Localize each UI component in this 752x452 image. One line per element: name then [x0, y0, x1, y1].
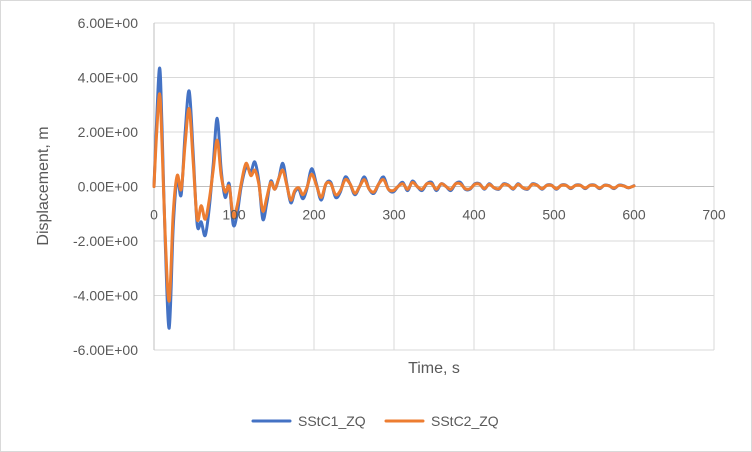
x-tick-label: 600	[622, 207, 646, 223]
series-line-sstc2-zq	[152, 92, 636, 303]
legend-label: SStC2_ZQ	[431, 413, 499, 429]
y-axis-title: Displacement, m	[35, 126, 52, 245]
tick-labels: -6.00E+00 -4.00E+00 -2.00E+00 0.00E+00 2.00E…	[73, 15, 726, 358]
y-tick-label: 4.00E+00	[78, 70, 139, 86]
series-lines	[152, 66, 636, 330]
x-tick-label: 100	[222, 207, 246, 223]
x-tick-label: 500	[542, 207, 566, 223]
y-tick-label: 2.00E+00	[78, 124, 139, 140]
y-tick-label: 0.00E+00	[78, 179, 139, 195]
legend-label: SStC1_ZQ	[298, 413, 366, 429]
x-tick-label: 300	[382, 207, 406, 223]
y-tick-label: -6.00E+00	[73, 342, 138, 358]
x-tick-label: 200	[302, 207, 326, 223]
y-tick-label: -4.00E+00	[73, 288, 138, 304]
legend: SStC1_ZQ SStC2_ZQ	[251, 413, 499, 429]
x-axis-title: Time, s	[408, 360, 460, 377]
y-tick-label: -2.00E+00	[73, 233, 138, 249]
x-tick-label: 700	[702, 207, 726, 223]
y-tick-label: 6.00E+00	[78, 15, 139, 31]
x-tick-label: 400	[462, 207, 486, 223]
x-tick-label: 0	[150, 207, 158, 223]
